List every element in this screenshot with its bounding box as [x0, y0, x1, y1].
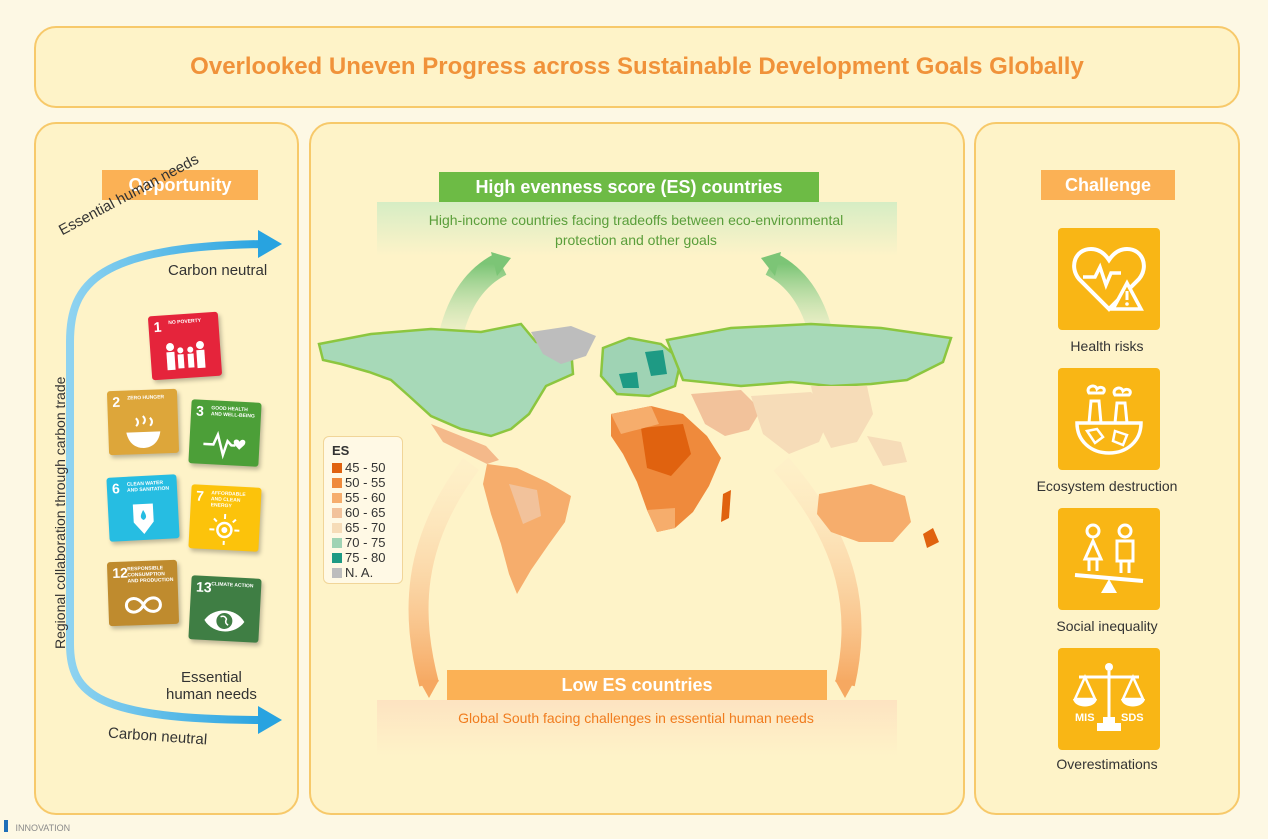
legend-title: ES — [332, 443, 350, 458]
legend-label: 45 - 50 — [345, 460, 386, 475]
legend-swatch — [332, 508, 342, 518]
low-es-tag: Low ES countries — [447, 670, 827, 700]
legend-item: 60 - 65 — [332, 506, 385, 520]
infinity-icon — [124, 596, 162, 614]
high-es-description: High-income countries facing tradeoffs b… — [371, 210, 901, 250]
legend-swatch — [332, 553, 342, 563]
legend-item: 70 - 75 — [332, 536, 385, 550]
bottom-needs-line1: Essential — [181, 669, 242, 686]
legend-label: 50 - 55 — [345, 475, 386, 490]
legend-label: N. A. — [345, 565, 374, 580]
legend-swatch — [332, 568, 342, 578]
legend-item: 75 - 80 — [332, 551, 385, 565]
sdg-name: RESPONSIBLE CONSUMPTION AND PRODUCTION — [127, 565, 174, 585]
sdg-card-3: 3 GOOD HEALTH AND WELL-BEING — [188, 399, 262, 467]
world-map-figure — [317, 202, 953, 756]
legend-item: 55 - 60 — [332, 491, 385, 505]
legend-swatch — [332, 523, 342, 533]
sdg-card-13: 13 CLIMATE ACTION — [188, 575, 262, 643]
ecosystem-destruction-label: Ecosystem destruction — [1036, 478, 1178, 494]
challenge-panel: Challenge Health risks Ecosystem destruc… — [974, 122, 1240, 815]
footer-logo-bar — [4, 820, 8, 832]
sdg-number: 13 — [195, 578, 213, 596]
footer-logo-text: INNOVATION — [15, 823, 71, 833]
sun-icon — [209, 513, 240, 546]
sdg-card-2: 2 ZERO HUNGER — [106, 388, 180, 456]
health-risks-label: Health risks — [1070, 338, 1144, 354]
opportunity-tag: Opportunity — [102, 170, 258, 200]
legend-item: 50 - 55 — [332, 476, 385, 490]
seesaw-people-icon — [1074, 523, 1144, 593]
sdg-number: 6 — [111, 480, 121, 497]
legend-item: 45 - 50 — [332, 461, 385, 475]
sdg-card-12: 12 RESPONSIBLE CONSUMPTION AND PRODUCTIO… — [106, 559, 180, 627]
bottom-needs-label: Essential human needs — [166, 669, 257, 703]
footer-logo: INNOVATION — [4, 818, 71, 833]
sdg-number: 3 — [195, 402, 205, 419]
bowl-icon — [126, 415, 161, 448]
page-title: Overlooked Uneven Progress across Sustai… — [190, 53, 1084, 80]
sdg-card-1: 1 NO POVERTY — [147, 311, 223, 381]
low-es-description: Global South facing challenges in essent… — [458, 710, 814, 726]
family-icon — [166, 340, 206, 371]
bottom-needs-line2: human needs — [166, 686, 257, 703]
vertical-label: Regional collaboration through carbon tr… — [52, 376, 68, 649]
high-es-desc-line2: protection and other goals — [555, 232, 717, 248]
map-panel: High evenness score (ES) countries High-… — [309, 122, 965, 815]
social-inequality-label: Social inequality — [1056, 618, 1158, 634]
high-es-desc-line1: High-income countries facing tradeoffs b… — [428, 212, 844, 228]
high-es-tag: High evenness score (ES) countries — [439, 172, 819, 202]
sdg-number: 12 — [112, 564, 129, 582]
sdg-name: CLEAN WATER AND SANITATION — [126, 479, 170, 494]
top-arrow-label: Carbon neutral — [168, 262, 268, 279]
legend-swatch — [332, 538, 342, 548]
carbon-trade-arrows — [66, 230, 282, 734]
health-risks-tile — [1058, 228, 1160, 330]
eye-earth-icon — [204, 610, 245, 632]
legend-label: 55 - 60 — [345, 490, 386, 505]
legend-label: 65 - 70 — [345, 520, 386, 535]
legend-item: 65 - 70 — [332, 521, 385, 535]
legend-label: 70 - 75 — [345, 535, 386, 550]
factory-earth-icon — [1075, 384, 1143, 455]
legend-swatch — [332, 463, 342, 473]
opportunity-panel: Opportunity Essential human needs Carbon… — [34, 122, 299, 815]
ecosystem-destruction-tile — [1058, 368, 1160, 470]
sdg-card-7: 7 AFFORDABLE AND CLEAN ENERGY — [188, 484, 262, 552]
social-inequality-tile — [1058, 508, 1160, 610]
water-drop-icon — [132, 503, 154, 534]
sdg-name: AFFORDABLE AND CLEAN ENERGY — [210, 490, 246, 510]
es-legend: ES 45 - 50 50 - 55 55 - 60 60 - 65 65 - … — [323, 436, 403, 584]
scale-left-label: MIS — [1075, 712, 1095, 724]
scale-right-label: SDS — [1121, 712, 1144, 724]
heartbeat-icon — [203, 430, 246, 460]
sdg-card-6: 6 CLEAN WATER AND SANITATION — [106, 474, 180, 542]
legend-item: N. A. — [332, 566, 373, 580]
legend-swatch — [332, 493, 342, 503]
sdg-name: NO POVERTY — [168, 317, 202, 327]
title-banner: Overlooked Uneven Progress across Sustai… — [34, 26, 1240, 108]
sdg-number: 1 — [153, 318, 162, 336]
balance-scale-icon: MIS SDS — [1073, 663, 1145, 731]
overestimations-label: Overestimations — [1056, 756, 1158, 772]
sdg-number: 7 — [195, 487, 205, 504]
challenge-tag: Challenge — [1041, 170, 1175, 200]
sdg-name: GOOD HEALTH AND WELL-BEING — [210, 405, 255, 420]
legend-label: 75 - 80 — [345, 550, 386, 565]
sdg-name: CLIMATE ACTION — [211, 581, 254, 590]
sdg-name: ZERO HUNGER — [127, 394, 165, 402]
sdg-number: 2 — [112, 393, 121, 411]
heart-warning-icon — [1072, 246, 1146, 312]
legend-label: 60 - 65 — [345, 505, 386, 520]
legend-swatch — [332, 478, 342, 488]
overestimations-tile: MIS SDS — [1058, 648, 1160, 750]
